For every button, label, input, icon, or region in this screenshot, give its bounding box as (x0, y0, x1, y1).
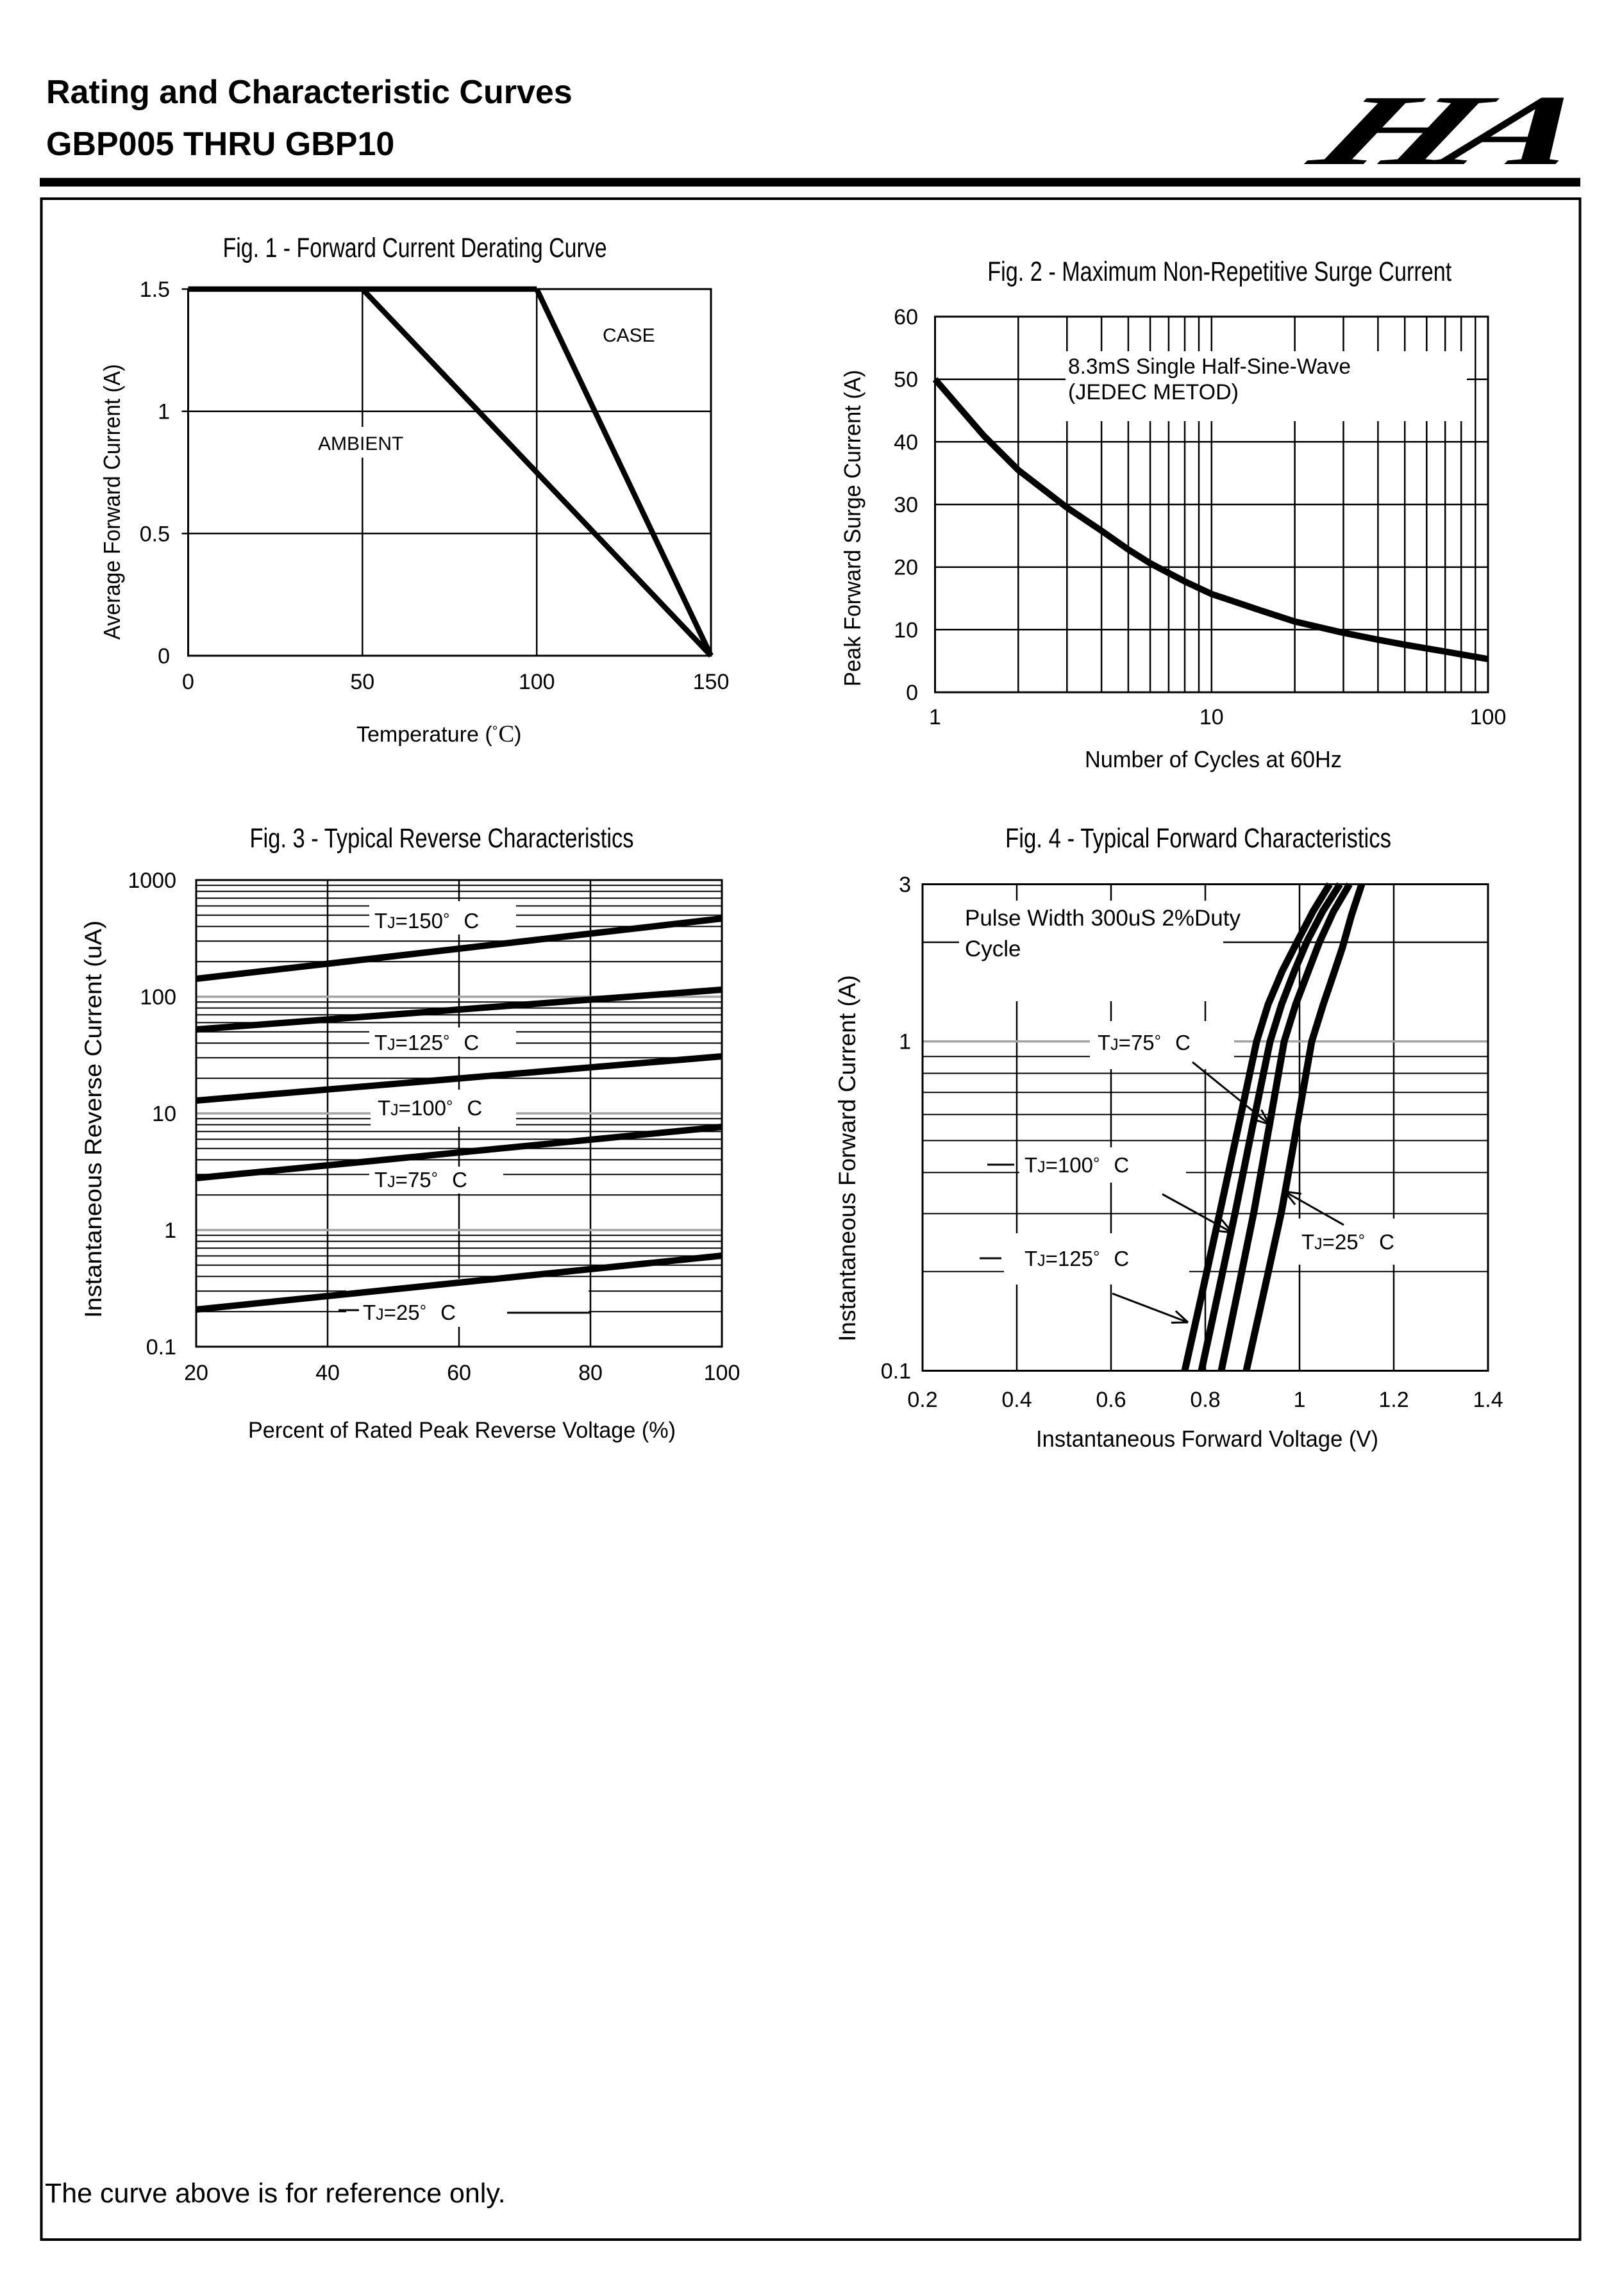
svg-text:TJ=75°C: TJ=75° C (374, 1168, 467, 1192)
svg-text:The curve above is for referen: The curve above is for reference only. (45, 2178, 506, 2209)
svg-text:40: 40 (315, 1361, 340, 1385)
svg-text:40: 40 (894, 430, 918, 454)
svg-text:GBP005 THRU GBP10: GBP005 THRU GBP10 (46, 126, 394, 163)
svg-text:Cycle: Cycle (965, 936, 1021, 961)
svg-text:0: 0 (158, 644, 170, 669)
svg-text:80: 80 (578, 1361, 603, 1385)
svg-text:0.4: 0.4 (1001, 1388, 1032, 1412)
svg-text:1.4: 1.4 (1473, 1388, 1503, 1412)
svg-text:20: 20 (184, 1361, 208, 1385)
svg-text:0.8: 0.8 (1190, 1388, 1220, 1412)
svg-text:3: 3 (899, 873, 911, 897)
svg-text:0.1: 0.1 (146, 1335, 176, 1360)
svg-text:CASE: CASE (603, 325, 655, 346)
svg-text:Fig. 1 - Forward Current Derat: Fig. 1 - Forward Current Derating Curve (223, 233, 607, 263)
svg-text:Rating and Characteristic Curv: Rating and Characteristic Curves (46, 74, 573, 111)
svg-text:Fig. 3 - Typical Reverse Chara: Fig. 3 - Typical Reverse Characteristics (250, 824, 634, 854)
svg-text:1: 1 (929, 705, 941, 729)
svg-text:Fig. 2 - Maximum Non-Repetitiv: Fig. 2 - Maximum Non-Repetitive Surge Cu… (987, 257, 1451, 287)
svg-text:60: 60 (447, 1361, 471, 1385)
svg-text:(JEDEC METOD): (JEDEC METOD) (1068, 380, 1239, 404)
svg-text:1: 1 (899, 1030, 911, 1054)
svg-text:100: 100 (1470, 705, 1507, 729)
svg-text:Fig. 4 - Typical Forward Chara: Fig. 4 - Typical Forward Characteristics (1005, 824, 1391, 854)
svg-text:50: 50 (350, 670, 374, 694)
svg-text:150: 150 (693, 670, 730, 694)
svg-text:0.2: 0.2 (907, 1388, 937, 1412)
svg-text:20: 20 (894, 556, 918, 580)
svg-text:Instantaneous Forward Current: Instantaneous Forward Current (A) (834, 975, 860, 1342)
svg-text:0.6: 0.6 (1096, 1388, 1126, 1412)
svg-text:AMBIENT: AMBIENT (318, 433, 403, 454)
svg-text:50: 50 (894, 368, 918, 392)
svg-text:Instantaneous Forward Voltage: Instantaneous Forward Voltage (V) (1036, 1426, 1378, 1452)
svg-text:Pulse Width 300uS 2%Duty: Pulse Width 300uS 2%Duty (965, 906, 1241, 931)
svg-text:10: 10 (894, 618, 918, 642)
svg-text:Percent of Rated Peak Reverse: Percent of Rated Peak Reverse Voltage (%… (248, 1418, 676, 1443)
svg-text:0: 0 (906, 681, 918, 705)
svg-text:10: 10 (152, 1102, 176, 1126)
svg-text:Instantaneous Reverse Current: Instantaneous Reverse Current (uA) (80, 920, 106, 1318)
svg-text:1.2: 1.2 (1378, 1388, 1409, 1412)
svg-text:100: 100 (519, 670, 555, 694)
svg-text:0: 0 (182, 670, 194, 694)
svg-text:8.3mS Single Half-Sine-Wave: 8.3mS Single Half-Sine-Wave (1068, 354, 1351, 379)
svg-text:1: 1 (1294, 1388, 1306, 1412)
svg-text:0.1: 0.1 (881, 1360, 911, 1384)
svg-text:60: 60 (894, 305, 918, 329)
svg-text:1: 1 (164, 1219, 176, 1243)
svg-text:Peak Forward Surge Current (A): Peak Forward Surge Current (A) (839, 370, 865, 686)
svg-text:0.5: 0.5 (140, 522, 170, 546)
svg-text:30: 30 (894, 493, 918, 517)
svg-text:100: 100 (140, 985, 176, 1010)
svg-text:100: 100 (704, 1361, 740, 1385)
svg-text:1: 1 (158, 400, 170, 424)
svg-text:Temperature (°C): Temperature (°C) (356, 721, 521, 747)
svg-text:10: 10 (1200, 705, 1224, 729)
svg-text:Average Forward Current (A): Average Forward Current (A) (99, 364, 125, 640)
svg-text:1.5: 1.5 (140, 278, 170, 302)
svg-text:TJ=75°C: TJ=75° C (1098, 1031, 1191, 1054)
svg-text:Number of Cycles at 60Hz: Number of Cycles at 60Hz (1085, 746, 1342, 772)
svg-text:1000: 1000 (128, 869, 176, 893)
